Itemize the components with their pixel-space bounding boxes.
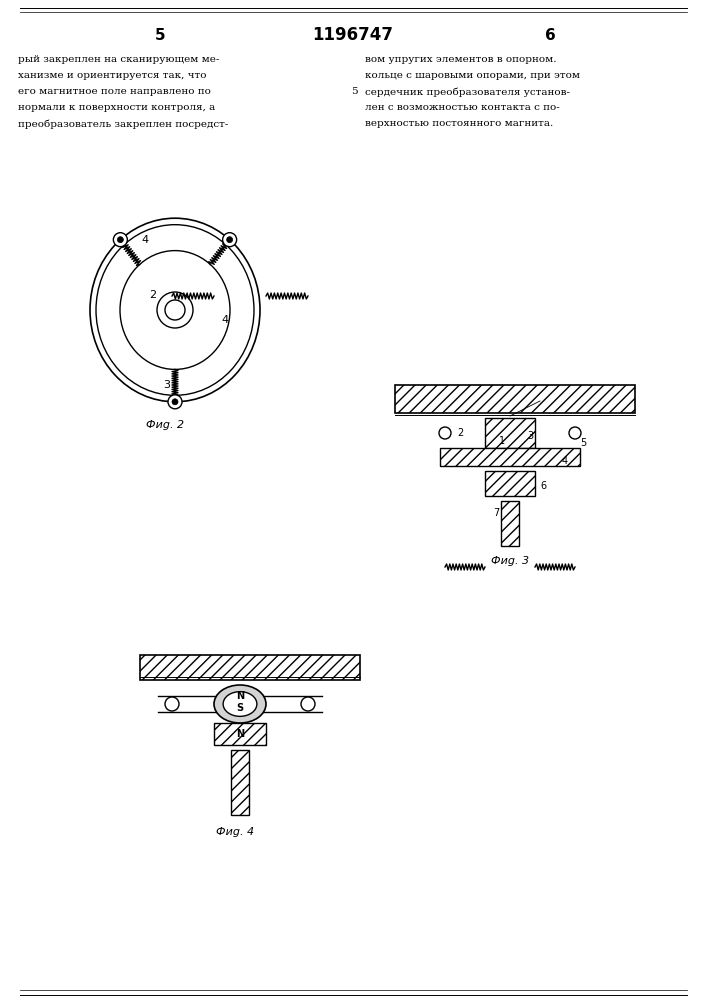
- Bar: [440, 448, 580, 466]
- Text: вом упругих элементов в опорном.: вом упругих элементов в опорном.: [365, 55, 556, 64]
- Bar: [214, 723, 266, 745]
- Text: 5: 5: [351, 88, 358, 97]
- Text: 4: 4: [562, 456, 568, 466]
- Text: Фиg. 3: Фиg. 3: [491, 556, 529, 566]
- Circle shape: [168, 395, 182, 409]
- Bar: [231, 750, 249, 815]
- Text: N: N: [236, 691, 244, 701]
- Text: Фиg. 2: Фиg. 2: [146, 420, 184, 430]
- Text: 6: 6: [540, 481, 546, 491]
- Text: верхностью постоянного магнита.: верхностью постоянного магнита.: [365, 119, 554, 128]
- Text: сердечник преобразователя установ-: сердечник преобразователя установ-: [365, 87, 570, 97]
- Text: 3: 3: [527, 431, 533, 441]
- Circle shape: [113, 233, 127, 247]
- Ellipse shape: [214, 685, 266, 723]
- Text: Фиg. 4: Фиg. 4: [216, 827, 254, 837]
- Text: S: S: [236, 703, 244, 713]
- Text: N: N: [236, 729, 244, 739]
- Text: 1196747: 1196747: [312, 26, 394, 44]
- Bar: [395, 385, 635, 413]
- Circle shape: [439, 427, 451, 439]
- Text: 5: 5: [155, 27, 165, 42]
- Circle shape: [117, 237, 123, 243]
- Text: нормали к поверхности контроля, а: нормали к поверхности контроля, а: [18, 104, 215, 112]
- Circle shape: [301, 697, 315, 711]
- Bar: [501, 501, 519, 546]
- Text: 4: 4: [141, 235, 148, 245]
- Text: его магнитное поле направлено по: его магнитное поле направлено по: [18, 88, 211, 97]
- Ellipse shape: [223, 692, 257, 716]
- Bar: [485, 471, 535, 496]
- Text: 2: 2: [457, 428, 463, 438]
- Circle shape: [165, 697, 179, 711]
- Circle shape: [569, 427, 581, 439]
- Circle shape: [172, 399, 178, 405]
- Text: 5: 5: [580, 438, 586, 448]
- Text: преобразователь закреплен посредст-: преобразователь закреплен посредст-: [18, 119, 228, 129]
- Text: рый закреплен на сканирующем ме-: рый закреплен на сканирующем ме-: [18, 55, 219, 64]
- Text: 7: 7: [493, 508, 499, 518]
- Bar: [140, 655, 360, 680]
- Text: кольце с шаровыми опорами, при этом: кольце с шаровыми опорами, при этом: [365, 72, 580, 81]
- Circle shape: [223, 233, 237, 247]
- Text: 6: 6: [544, 27, 556, 42]
- Bar: [485, 418, 535, 448]
- Text: 2: 2: [149, 290, 156, 300]
- Text: 4: 4: [221, 315, 228, 325]
- Text: 5: 5: [226, 237, 233, 247]
- Text: лен с возможностью контакта с по-: лен с возможностью контакта с по-: [365, 104, 560, 112]
- Text: 3: 3: [163, 380, 170, 390]
- Text: 1: 1: [499, 436, 505, 446]
- Circle shape: [227, 237, 233, 243]
- Text: ханизме и ориентируется так, что: ханизме и ориентируется так, что: [18, 72, 206, 81]
